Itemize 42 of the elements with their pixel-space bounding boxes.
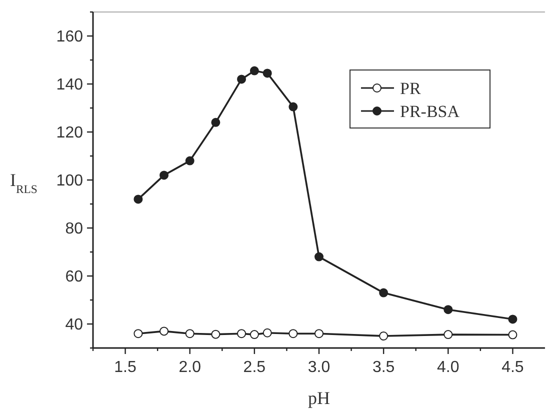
point bbox=[314, 252, 324, 262]
point bbox=[237, 74, 246, 84]
y-tick-label: 60 bbox=[65, 268, 84, 286]
point bbox=[250, 66, 259, 76]
point bbox=[185, 156, 194, 166]
y-tick-label: 120 bbox=[56, 124, 84, 142]
point bbox=[262, 328, 272, 338]
point bbox=[288, 102, 298, 112]
point bbox=[379, 332, 388, 340]
x-tick-label: 4.5 bbox=[502, 359, 524, 376]
point bbox=[262, 68, 272, 78]
point bbox=[237, 329, 246, 338]
x-tick-label: 4.0 bbox=[437, 359, 460, 376]
point bbox=[250, 330, 259, 340]
x-tick-label: 1.5 bbox=[114, 359, 137, 376]
y-tick-label: 40 bbox=[65, 316, 84, 334]
point bbox=[134, 194, 143, 204]
point bbox=[185, 329, 194, 338]
y-axis-title: I$_{RLS}$ bbox=[10, 170, 38, 196]
y-tick-label: 160 bbox=[56, 28, 84, 46]
point bbox=[379, 288, 388, 298]
x-tick-label: 2.5 bbox=[243, 359, 266, 376]
point bbox=[160, 326, 169, 336]
x-tick-label: 2.0 bbox=[178, 359, 202, 376]
point bbox=[134, 329, 143, 338]
point bbox=[508, 314, 518, 324]
y-tick-label: 100 bbox=[56, 172, 84, 190]
point bbox=[508, 330, 518, 340]
x-axis-title: pH bbox=[308, 388, 330, 408]
point bbox=[160, 170, 169, 180]
y-tick-label: 140 bbox=[56, 76, 84, 94]
legend-label: PR bbox=[400, 78, 422, 98]
point bbox=[288, 329, 298, 338]
legend-label: PR-BSA bbox=[400, 102, 460, 121]
point bbox=[444, 330, 453, 340]
y-tick-label: 80 bbox=[65, 220, 84, 238]
x-tick-label: 3.0 bbox=[308, 359, 330, 376]
point bbox=[314, 329, 324, 338]
point bbox=[211, 118, 220, 127]
point bbox=[211, 330, 220, 339]
point bbox=[444, 305, 453, 314]
x-tick-label: 3.5 bbox=[372, 359, 395, 376]
